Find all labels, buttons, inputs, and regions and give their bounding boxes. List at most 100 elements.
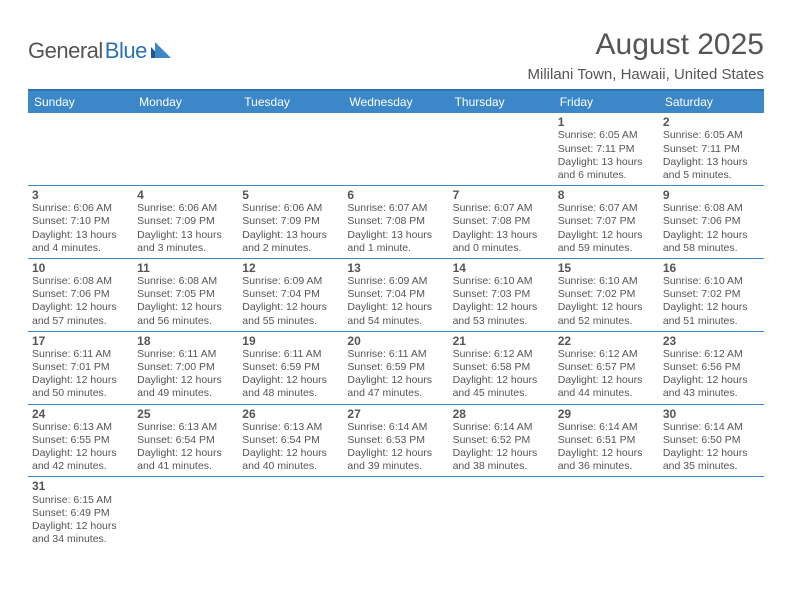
sun-detail: Sunrise: 6:13 AM <box>242 421 339 434</box>
sun-detail: Sunrise: 6:08 AM <box>663 202 760 215</box>
day-cell: 6Sunrise: 6:07 AMSunset: 7:08 PMDaylight… <box>343 186 448 258</box>
sun-detail: Sunrise: 6:12 AM <box>558 348 655 361</box>
day-cell: 31Sunrise: 6:15 AMSunset: 6:49 PMDayligh… <box>28 477 133 549</box>
sun-detail: Daylight: 13 hours <box>137 229 234 242</box>
sun-detail: Sunset: 7:02 PM <box>558 288 655 301</box>
empty-cell <box>238 113 343 185</box>
logo-flag-icon <box>151 42 173 58</box>
sun-detail: Sunrise: 6:10 AM <box>453 275 550 288</box>
day-header: Thursday <box>449 91 554 113</box>
sun-detail: Daylight: 13 hours <box>32 229 129 242</box>
empty-cell <box>659 477 764 549</box>
sun-detail: Sunset: 6:54 PM <box>137 434 234 447</box>
sun-detail: Sunset: 7:11 PM <box>558 143 655 156</box>
day-cell: 20Sunrise: 6:11 AMSunset: 6:59 PMDayligh… <box>343 332 448 404</box>
sun-detail: Sunset: 7:06 PM <box>32 288 129 301</box>
day-number: 25 <box>137 407 234 421</box>
empty-cell <box>554 477 659 549</box>
sun-detail: Sunrise: 6:10 AM <box>663 275 760 288</box>
day-number: 20 <box>347 334 444 348</box>
day-number: 29 <box>558 407 655 421</box>
day-cell: 5Sunrise: 6:06 AMSunset: 7:09 PMDaylight… <box>238 186 343 258</box>
sun-detail: Daylight: 13 hours <box>347 229 444 242</box>
sun-detail: Daylight: 12 hours <box>558 301 655 314</box>
sun-detail: Sunset: 7:08 PM <box>347 215 444 228</box>
sun-detail: Sunset: 6:57 PM <box>558 361 655 374</box>
sun-detail: and 0 minutes. <box>453 242 550 255</box>
sun-detail: Sunset: 7:11 PM <box>663 143 760 156</box>
sun-detail: Sunset: 6:58 PM <box>453 361 550 374</box>
empty-cell <box>343 113 448 185</box>
day-number: 10 <box>32 261 129 275</box>
sun-detail: and 40 minutes. <box>242 460 339 473</box>
sun-detail: Sunrise: 6:08 AM <box>137 275 234 288</box>
sun-detail: Daylight: 12 hours <box>453 447 550 460</box>
day-header: Sunday <box>28 91 133 113</box>
empty-cell <box>449 477 554 549</box>
sun-detail: Daylight: 12 hours <box>32 447 129 460</box>
day-cell: 15Sunrise: 6:10 AMSunset: 7:02 PMDayligh… <box>554 259 659 331</box>
sun-detail: Sunset: 7:08 PM <box>453 215 550 228</box>
day-cell: 17Sunrise: 6:11 AMSunset: 7:01 PMDayligh… <box>28 332 133 404</box>
sun-detail: Sunrise: 6:06 AM <box>32 202 129 215</box>
sun-detail: Sunset: 7:05 PM <box>137 288 234 301</box>
sun-detail: Sunset: 7:06 PM <box>663 215 760 228</box>
sun-detail: and 38 minutes. <box>453 460 550 473</box>
logo-text-1: General <box>28 38 103 64</box>
day-cell: 19Sunrise: 6:11 AMSunset: 6:59 PMDayligh… <box>238 332 343 404</box>
sun-detail: Daylight: 12 hours <box>137 301 234 314</box>
sun-detail: Sunset: 7:04 PM <box>347 288 444 301</box>
sun-detail: and 41 minutes. <box>137 460 234 473</box>
day-cell: 22Sunrise: 6:12 AMSunset: 6:57 PMDayligh… <box>554 332 659 404</box>
sun-detail: Sunrise: 6:07 AM <box>347 202 444 215</box>
sun-detail: Sunrise: 6:09 AM <box>242 275 339 288</box>
sun-detail: Sunrise: 6:14 AM <box>558 421 655 434</box>
sun-detail: Daylight: 12 hours <box>32 301 129 314</box>
sun-detail: Sunrise: 6:14 AM <box>663 421 760 434</box>
sun-detail: and 57 minutes. <box>32 315 129 328</box>
sun-detail: and 53 minutes. <box>453 315 550 328</box>
sun-detail: Sunset: 6:59 PM <box>347 361 444 374</box>
sun-detail: Daylight: 12 hours <box>663 374 760 387</box>
sun-detail: and 1 minute. <box>347 242 444 255</box>
sun-detail: Sunrise: 6:11 AM <box>242 348 339 361</box>
day-cell: 7Sunrise: 6:07 AMSunset: 7:08 PMDaylight… <box>449 186 554 258</box>
day-number: 21 <box>453 334 550 348</box>
sun-detail: Sunrise: 6:07 AM <box>558 202 655 215</box>
day-cell: 26Sunrise: 6:13 AMSunset: 6:54 PMDayligh… <box>238 405 343 477</box>
sun-detail: Sunset: 6:53 PM <box>347 434 444 447</box>
sun-detail: and 54 minutes. <box>347 315 444 328</box>
sun-detail: Sunrise: 6:14 AM <box>347 421 444 434</box>
day-cell: 14Sunrise: 6:10 AMSunset: 7:03 PMDayligh… <box>449 259 554 331</box>
sun-detail: Daylight: 12 hours <box>242 301 339 314</box>
sun-detail: Daylight: 13 hours <box>453 229 550 242</box>
calendar: SundayMondayTuesdayWednesdayThursdayFrid… <box>28 89 764 549</box>
calendar-row: 17Sunrise: 6:11 AMSunset: 7:01 PMDayligh… <box>28 332 764 405</box>
sun-detail: Sunset: 6:59 PM <box>242 361 339 374</box>
day-number: 4 <box>137 188 234 202</box>
header: GeneralBlue August 2025 Mililani Town, H… <box>28 28 764 83</box>
day-cell: 12Sunrise: 6:09 AMSunset: 7:04 PMDayligh… <box>238 259 343 331</box>
day-number: 17 <box>32 334 129 348</box>
sun-detail: Sunrise: 6:11 AM <box>137 348 234 361</box>
sun-detail: and 2 minutes. <box>242 242 339 255</box>
sun-detail: and 50 minutes. <box>32 387 129 400</box>
sun-detail: and 45 minutes. <box>453 387 550 400</box>
sun-detail: and 39 minutes. <box>347 460 444 473</box>
sun-detail: Sunset: 6:55 PM <box>32 434 129 447</box>
sun-detail: Sunrise: 6:05 AM <box>558 129 655 142</box>
sun-detail: Daylight: 12 hours <box>137 447 234 460</box>
day-cell: 3Sunrise: 6:06 AMSunset: 7:10 PMDaylight… <box>28 186 133 258</box>
day-cell: 28Sunrise: 6:14 AMSunset: 6:52 PMDayligh… <box>449 405 554 477</box>
sun-detail: Sunrise: 6:07 AM <box>453 202 550 215</box>
day-cell: 25Sunrise: 6:13 AMSunset: 6:54 PMDayligh… <box>133 405 238 477</box>
sun-detail: and 55 minutes. <box>242 315 339 328</box>
calendar-row: 31Sunrise: 6:15 AMSunset: 6:49 PMDayligh… <box>28 477 764 549</box>
day-number: 2 <box>663 115 760 129</box>
sun-detail: Sunrise: 6:05 AM <box>663 129 760 142</box>
sun-detail: Sunrise: 6:11 AM <box>347 348 444 361</box>
day-number: 16 <box>663 261 760 275</box>
sun-detail: Sunset: 7:07 PM <box>558 215 655 228</box>
sun-detail: Sunset: 7:00 PM <box>137 361 234 374</box>
sun-detail: and 56 minutes. <box>137 315 234 328</box>
